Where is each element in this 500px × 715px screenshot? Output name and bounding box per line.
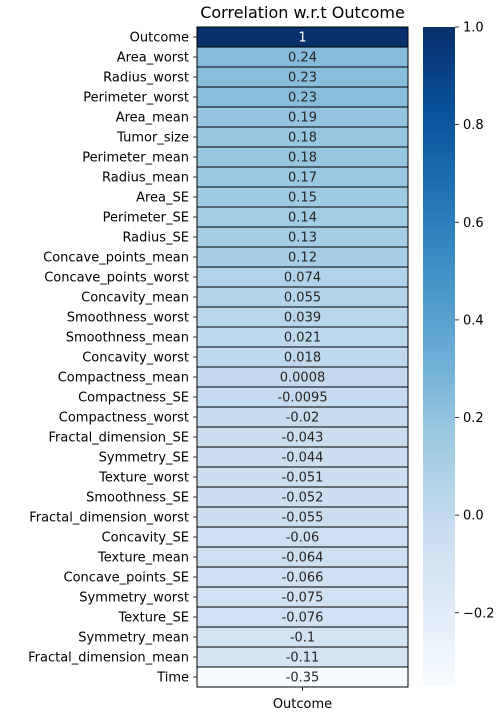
y-tick-label: Compactness_SE xyxy=(78,391,189,406)
colorbar-tick-label: 0.4 xyxy=(463,313,484,328)
y-tick-label: Radius_mean xyxy=(102,171,189,186)
cell-value-label: 0.23 xyxy=(288,91,317,106)
y-tick-label: Concavity_SE xyxy=(102,531,189,546)
cell-value-label: 0.18 xyxy=(288,131,317,146)
cell-value-label: -0.044 xyxy=(282,451,324,466)
colorbar-tick-label: −0.2 xyxy=(463,606,495,621)
y-tick-label: Texture_mean xyxy=(97,551,189,566)
colorbar-tick-label: 0.8 xyxy=(463,118,484,133)
y-tick-label: Radius_worst xyxy=(103,71,189,86)
cell-value-label: 0.23 xyxy=(288,71,317,86)
cell-value-label: -0.075 xyxy=(282,591,324,606)
y-tick-label: Texture_SE xyxy=(117,611,189,626)
colorbar-ticks: −0.2 0.0 0.2 0.4 0.6 0.8 1.0 xyxy=(455,21,495,621)
y-tick-label: Area_mean xyxy=(116,111,189,126)
cell-value-label: 0.055 xyxy=(284,291,321,306)
cell-value-label: 1 xyxy=(298,31,306,46)
cell-value-label: -0.1 xyxy=(290,631,315,646)
x-tick-label: Outcome xyxy=(273,697,332,712)
y-tick-label: Radius_SE xyxy=(122,231,189,246)
y-axis: Outcome Area_worst Radius_worst Perimeter_w… xyxy=(28,31,197,686)
y-tick-label: Texture_worst xyxy=(98,471,189,486)
y-tick-label: Concave_points_SE xyxy=(64,571,189,586)
cell-value-label: -0.055 xyxy=(282,511,324,526)
cell-value-label: -0.02 xyxy=(286,411,320,426)
y-tick-label: Concave_points_mean xyxy=(43,251,189,266)
y-tick-label: Compactness_worst xyxy=(59,411,189,426)
y-tick-label: Concavity_worst xyxy=(82,351,189,366)
y-tick-label: Symmetry_mean xyxy=(78,631,189,646)
y-tick-label: Smoothness_worst xyxy=(67,311,189,326)
cell-value-label: 0.018 xyxy=(284,351,321,366)
cell-value-label: 0.15 xyxy=(288,191,317,206)
y-tick-label: Smoothness_SE xyxy=(86,491,189,506)
y-tick-label: Fractal_dimension_worst xyxy=(29,511,189,526)
cell-value-label: -0.076 xyxy=(282,611,324,626)
cell-value-label: 0.24 xyxy=(288,51,317,66)
cell-value-label: -0.051 xyxy=(282,471,324,486)
y-tick-label: Tumor_size xyxy=(116,131,189,146)
y-tick-label: Area_SE xyxy=(136,191,189,206)
colorbar: −0.2 0.0 0.2 0.4 0.6 0.8 1.0 xyxy=(423,21,495,686)
cell-value-label: 0.074 xyxy=(284,271,321,286)
x-axis: Outcome xyxy=(273,687,332,712)
cell-value-label: -0.064 xyxy=(282,551,324,566)
cell-value-label: 0.0008 xyxy=(280,371,326,386)
cell-value-label: 0.17 xyxy=(288,171,317,186)
chart-title: Correlation w.r.t Outcome xyxy=(200,3,405,22)
cell-value-label: 0.021 xyxy=(284,331,321,346)
cell-value-label: -0.0095 xyxy=(277,391,327,406)
cell-value-label: -0.066 xyxy=(282,571,324,586)
cell-value-label: -0.35 xyxy=(286,671,320,686)
y-tick-label: Area_worst xyxy=(117,51,189,66)
colorbar-gradient xyxy=(423,27,455,686)
cell-value-label: -0.043 xyxy=(282,431,324,446)
cell-value-label: -0.11 xyxy=(286,651,320,666)
y-tick-label: Fractal_dimension_mean xyxy=(28,651,189,666)
y-tick-label: Concave_points_worst xyxy=(44,271,189,286)
heatmap-area: 1 0.24 0.23 0.23 0.19 0.18 0.18 0.17 0.15 0.14 0.1… xyxy=(196,26,409,688)
y-tick-label: Fractal_dimension_SE xyxy=(49,431,189,446)
cell-value-label: 0.14 xyxy=(288,211,317,226)
y-tick-label: Perimeter_SE xyxy=(103,211,189,226)
cell-value-label: 0.13 xyxy=(288,231,317,246)
cell-value-label: -0.052 xyxy=(282,491,324,506)
cell-value-label: 0.039 xyxy=(284,311,321,326)
cell-value-label: 0.12 xyxy=(288,251,317,266)
y-tick-label: Symmetry_worst xyxy=(79,591,189,606)
y-tick-label: Time xyxy=(156,671,189,686)
cell-value-label: 0.18 xyxy=(288,151,317,166)
y-tick-label: Smoothness_mean xyxy=(66,331,189,346)
cell-value-label: -0.06 xyxy=(286,531,320,546)
colorbar-tick-label: 0.2 xyxy=(463,411,484,426)
y-tick-label: Outcome xyxy=(130,31,189,46)
cell-value-label: 0.19 xyxy=(288,111,317,126)
y-tick-label: Symmetry_SE xyxy=(99,451,189,466)
y-tick-label: Concavity_mean xyxy=(81,291,189,306)
colorbar-tick-label: 0.6 xyxy=(463,216,484,231)
colorbar-tick-label: 1.0 xyxy=(463,21,484,36)
y-tick-label: Compactness_mean xyxy=(58,371,189,386)
y-tick-label: Perimeter_worst xyxy=(83,91,189,106)
colorbar-tick-label: 0.0 xyxy=(463,509,484,524)
y-tick-label: Perimeter_mean xyxy=(82,151,189,166)
